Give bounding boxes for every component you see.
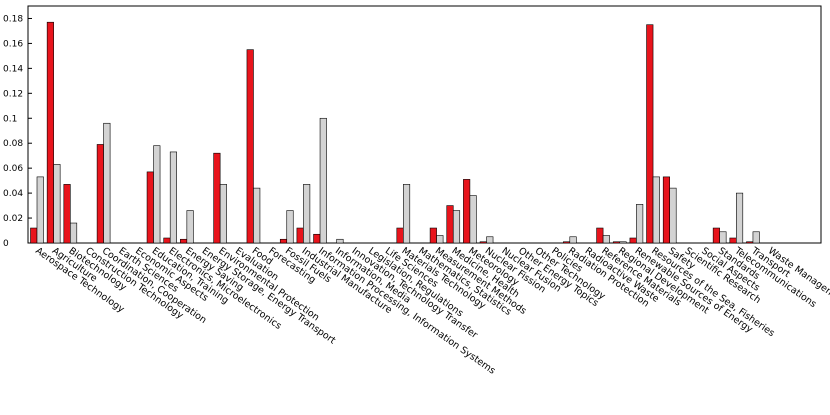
bar-series-1 xyxy=(646,24,654,244)
bar-series-2 xyxy=(452,210,461,244)
bar-series-1 xyxy=(396,227,404,244)
bar-series-2 xyxy=(469,195,477,244)
bar-series-1 xyxy=(279,238,288,244)
bar-series-2 xyxy=(103,122,111,244)
y-tick-label: 0 xyxy=(3,239,9,249)
bar-series-2 xyxy=(253,187,261,244)
bar-series-1 xyxy=(180,238,188,244)
bar-series-1 xyxy=(662,176,671,244)
x-axis: Aerospace TechnologyAgricultureBiotechno… xyxy=(33,245,830,377)
bar-series-2 xyxy=(619,241,627,244)
bar-series-1 xyxy=(63,184,71,244)
bar-series-1 xyxy=(612,241,621,244)
y-tick-label: 0.16 xyxy=(3,39,23,49)
bar-series-2 xyxy=(169,151,177,244)
bar-series-2 xyxy=(186,210,194,244)
y-tick-label: 0.14 xyxy=(3,64,23,74)
bar-series-1 xyxy=(163,237,171,244)
bar-series-2 xyxy=(719,231,727,244)
bar-series-2 xyxy=(336,238,344,244)
bar-series-2 xyxy=(70,222,78,244)
y-tick-label: 0.1 xyxy=(3,114,17,124)
bar-series-1 xyxy=(46,21,54,244)
bar-series-1 xyxy=(463,179,471,244)
bar-series-1 xyxy=(729,237,737,244)
bar-series-1 xyxy=(596,227,604,244)
y-axis: 0 0.02 0.04 0.06 0.08 0.1 0.12 0.14 0.16 0.18 xyxy=(3,14,32,249)
bar-series-1 xyxy=(30,227,38,244)
y-tick-label: 0.02 xyxy=(3,214,23,224)
bar-series-1 xyxy=(562,241,571,244)
bar-series-1 xyxy=(712,227,720,244)
y-tick-label: 0.08 xyxy=(3,139,23,149)
plot-frame xyxy=(27,5,822,244)
bar-series-2 xyxy=(303,184,311,244)
bar-series-1 xyxy=(246,49,254,244)
y-tick-label: 0.04 xyxy=(3,189,23,199)
bar-series-1 xyxy=(746,241,754,244)
bar-series-2 xyxy=(486,236,494,244)
bar-series-2 xyxy=(669,187,677,244)
bar-series-1 xyxy=(96,144,104,244)
bars xyxy=(30,21,760,244)
bar-series-1 xyxy=(313,233,321,244)
bar-series-2 xyxy=(752,231,760,244)
bar-series-2 xyxy=(319,117,327,244)
bar-series-1 xyxy=(629,237,637,244)
bar-series-2 xyxy=(636,204,644,244)
bar-series-1 xyxy=(446,205,454,244)
y-tick-label: 0.18 xyxy=(3,14,23,24)
bar-series-2 xyxy=(219,184,227,244)
bar-series-1 xyxy=(429,227,437,244)
bar-series-1 xyxy=(296,227,304,244)
bar-series-2 xyxy=(402,184,411,244)
bar-series-2 xyxy=(153,145,161,244)
bar-series-2 xyxy=(436,235,444,244)
y-tick-label: 0.06 xyxy=(3,164,23,174)
bar-series-1 xyxy=(479,241,487,244)
bar-series-2 xyxy=(602,235,610,244)
y-tick-label: 0.12 xyxy=(3,89,23,99)
bar-series-2 xyxy=(652,176,660,244)
bar-series-1 xyxy=(146,171,154,244)
bar-series-2 xyxy=(36,176,44,244)
bar-series-2 xyxy=(53,164,61,244)
bar-series-2 xyxy=(286,210,294,244)
bar-series-2 xyxy=(569,236,577,244)
bar-series-2 xyxy=(735,192,744,244)
bar-series-1 xyxy=(213,152,221,244)
